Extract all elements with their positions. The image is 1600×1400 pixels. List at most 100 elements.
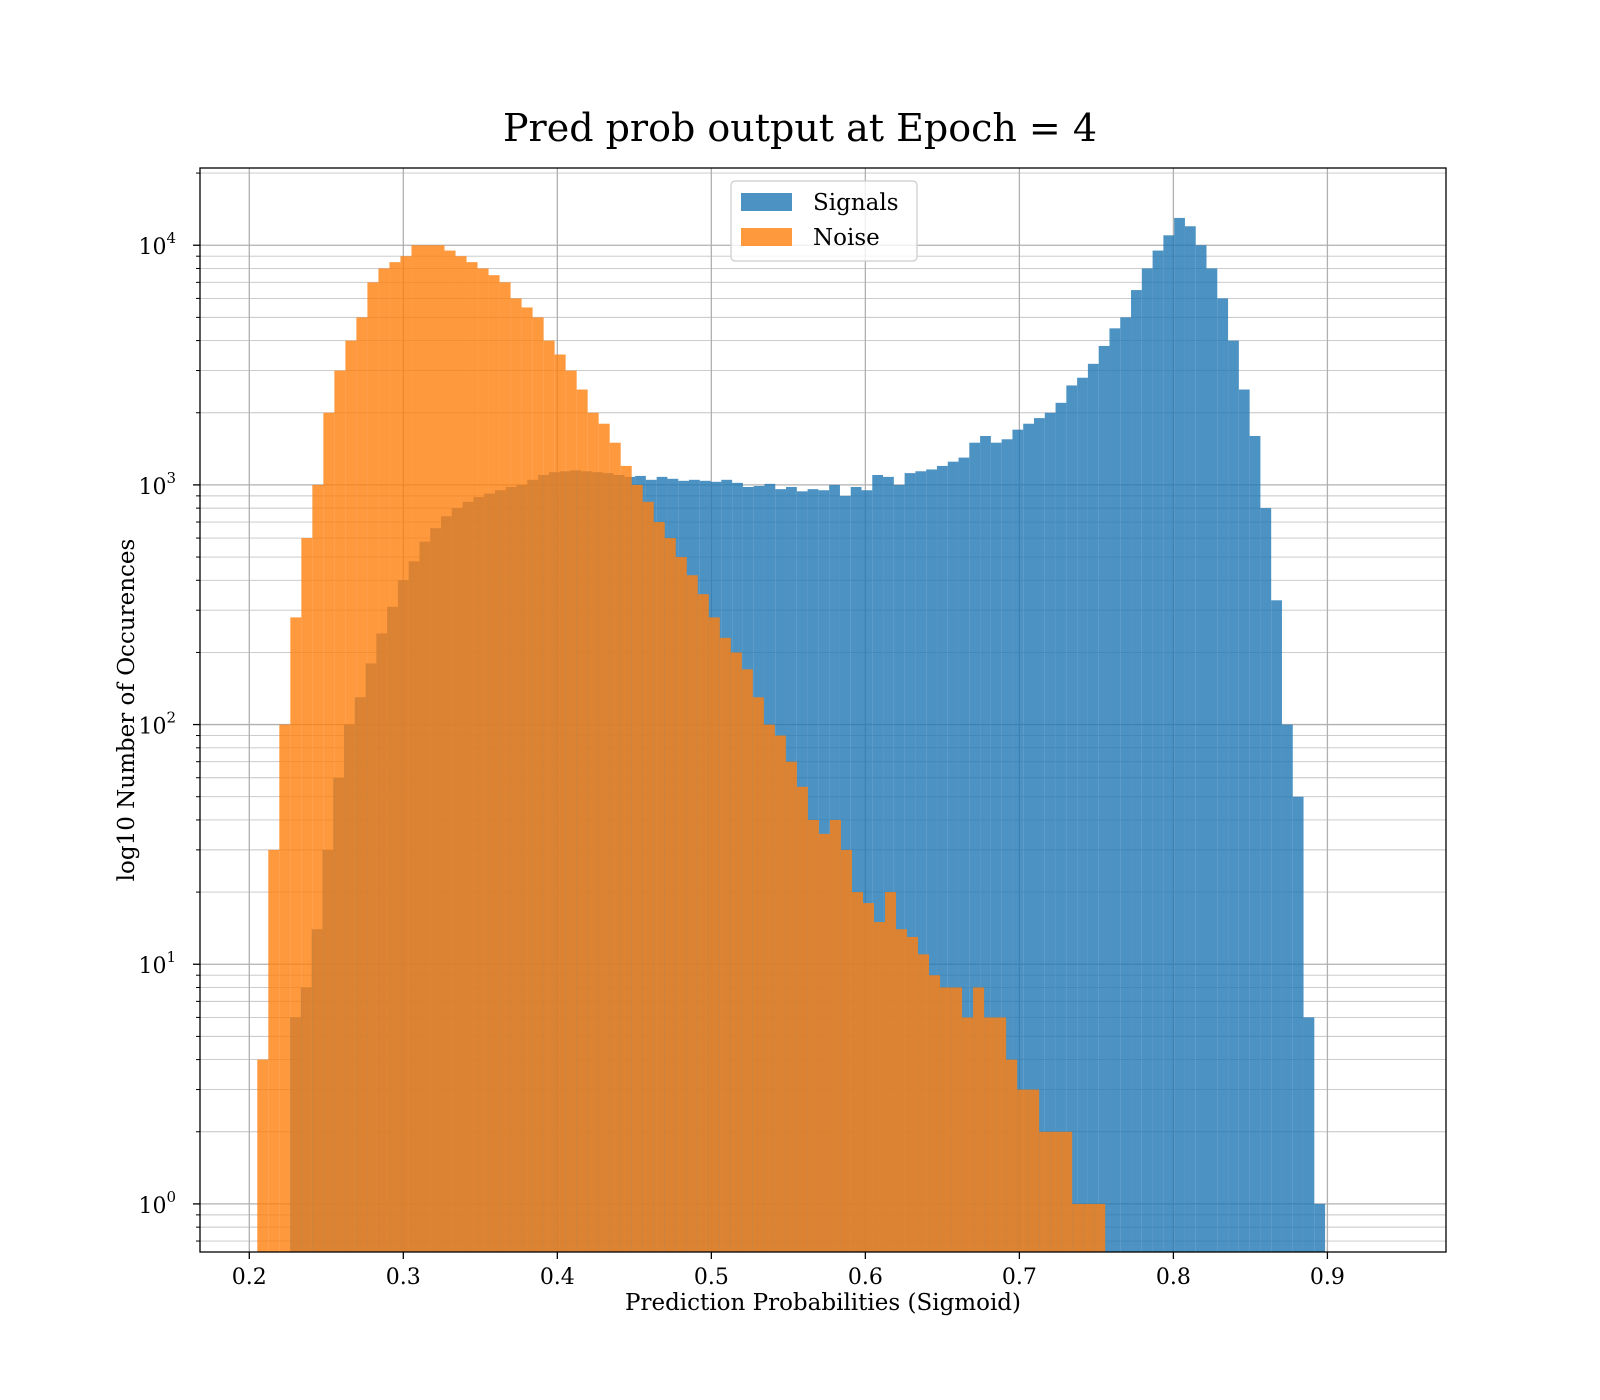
bar-noise (389, 262, 401, 1253)
legend-label-noise: Noise (813, 225, 880, 251)
series-noise (257, 245, 1106, 1253)
bar-noise (774, 735, 786, 1252)
bar-noise (719, 637, 731, 1252)
bar-signals (904, 473, 916, 1252)
bar-signals (1206, 268, 1218, 1252)
bar-noise (962, 1017, 974, 1252)
axis-ticks: 100 101 102 103 104 0.2 0.3 0.4 0.5 0.6 0.7 0.8 0.9 (138, 172, 1345, 1290)
bar-signals (1217, 298, 1229, 1252)
bar-signals (980, 435, 991, 1252)
y-tick-label: 100 (138, 1188, 176, 1219)
bar-noise (587, 412, 599, 1253)
bar-noise (510, 298, 522, 1252)
bar-signals (1249, 435, 1261, 1252)
bar-noise (1017, 1089, 1029, 1252)
bar-noise (378, 268, 390, 1252)
legend-label-signals: Signals (813, 190, 899, 216)
x-tick-label: 0.3 (386, 1265, 421, 1290)
bar-signals (915, 471, 927, 1252)
bar-noise (466, 262, 478, 1253)
bar-noise (653, 522, 665, 1252)
bar-noise (488, 275, 500, 1252)
bar-noise (345, 340, 357, 1252)
bar-signals (1174, 217, 1185, 1252)
bar-noise (884, 892, 897, 1252)
bar-noise (543, 340, 555, 1252)
bar-noise (367, 282, 379, 1253)
bar-signals (1141, 268, 1153, 1252)
bar-noise (312, 484, 324, 1252)
bar-noise (984, 1017, 996, 1252)
bar-noise (730, 652, 742, 1252)
bar-noise (609, 442, 621, 1252)
bar-signals (936, 465, 948, 1252)
bar-signals (883, 476, 894, 1252)
bar-noise (697, 594, 709, 1252)
x-tick-label: 0.4 (540, 1265, 575, 1290)
bar-noise (301, 538, 313, 1252)
bar-noise (1039, 1131, 1051, 1252)
bar-noise (1006, 1059, 1018, 1252)
bar-noise (576, 389, 588, 1252)
bar-noise (290, 617, 302, 1252)
bar-noise (940, 987, 952, 1252)
bar-noise (631, 484, 643, 1252)
bar-signals (926, 469, 937, 1252)
bar-noise (279, 724, 291, 1252)
bar-signals (1228, 340, 1239, 1252)
bar-noise (433, 245, 445, 1252)
bar-noise (1094, 1203, 1106, 1252)
legend-swatch-noise (741, 228, 792, 246)
y-axis-label: log10 Number of Occurences (114, 539, 140, 882)
x-tick-label: 0.5 (694, 1265, 729, 1290)
bar-noise (477, 268, 489, 1252)
bar-signals (1131, 290, 1142, 1252)
plot-area-frame (199, 167, 1447, 1253)
bar-signals (1195, 245, 1207, 1252)
legend-swatch-signals (741, 193, 792, 211)
bar-noise (840, 849, 852, 1252)
bar-noise (752, 697, 764, 1252)
bar-noise (829, 819, 841, 1252)
bar-signals (1292, 796, 1304, 1252)
bar-signals (893, 484, 905, 1252)
bar-noise (257, 1059, 269, 1252)
bar-signals (1152, 250, 1164, 1252)
bar-noise (1072, 1203, 1084, 1252)
y-tick-label: 102 (138, 709, 176, 740)
bar-noise (873, 922, 885, 1252)
bar-signals (1012, 429, 1024, 1252)
bar-signals (947, 461, 959, 1253)
y-tick-label: 104 (138, 229, 176, 260)
bar-signals (1077, 377, 1088, 1252)
bar-noise (334, 370, 346, 1253)
bar-noise (620, 465, 632, 1252)
bar-signals (1087, 363, 1099, 1253)
bar-noise (995, 1017, 1007, 1252)
bar-noise (785, 761, 797, 1252)
bar-signals (1055, 402, 1067, 1252)
bar-noise (741, 669, 753, 1252)
bar-signals (1303, 1017, 1315, 1252)
bar-noise (444, 250, 456, 1252)
bar-signals (1044, 412, 1056, 1253)
bar-noise (422, 245, 434, 1252)
bar-signals (1314, 1203, 1326, 1252)
x-tick-label: 0.2 (232, 1265, 267, 1290)
bar-noise (675, 557, 687, 1252)
bar-noise (1061, 1131, 1073, 1252)
bar-signals (1098, 345, 1110, 1253)
bar-signals (1109, 328, 1121, 1253)
bar-noise (973, 987, 985, 1252)
legend: Signals Noise (730, 180, 918, 262)
bar-signals (969, 442, 981, 1252)
bar-noise (796, 786, 808, 1252)
bar-noise (686, 575, 698, 1252)
bar-noise (951, 987, 963, 1252)
bar-noise (708, 617, 720, 1252)
bar-signals (1238, 389, 1250, 1252)
bar-signals (1023, 423, 1035, 1252)
bar-noise (1083, 1203, 1095, 1252)
bar-signals (1271, 600, 1282, 1252)
bar-signals (1001, 439, 1013, 1252)
